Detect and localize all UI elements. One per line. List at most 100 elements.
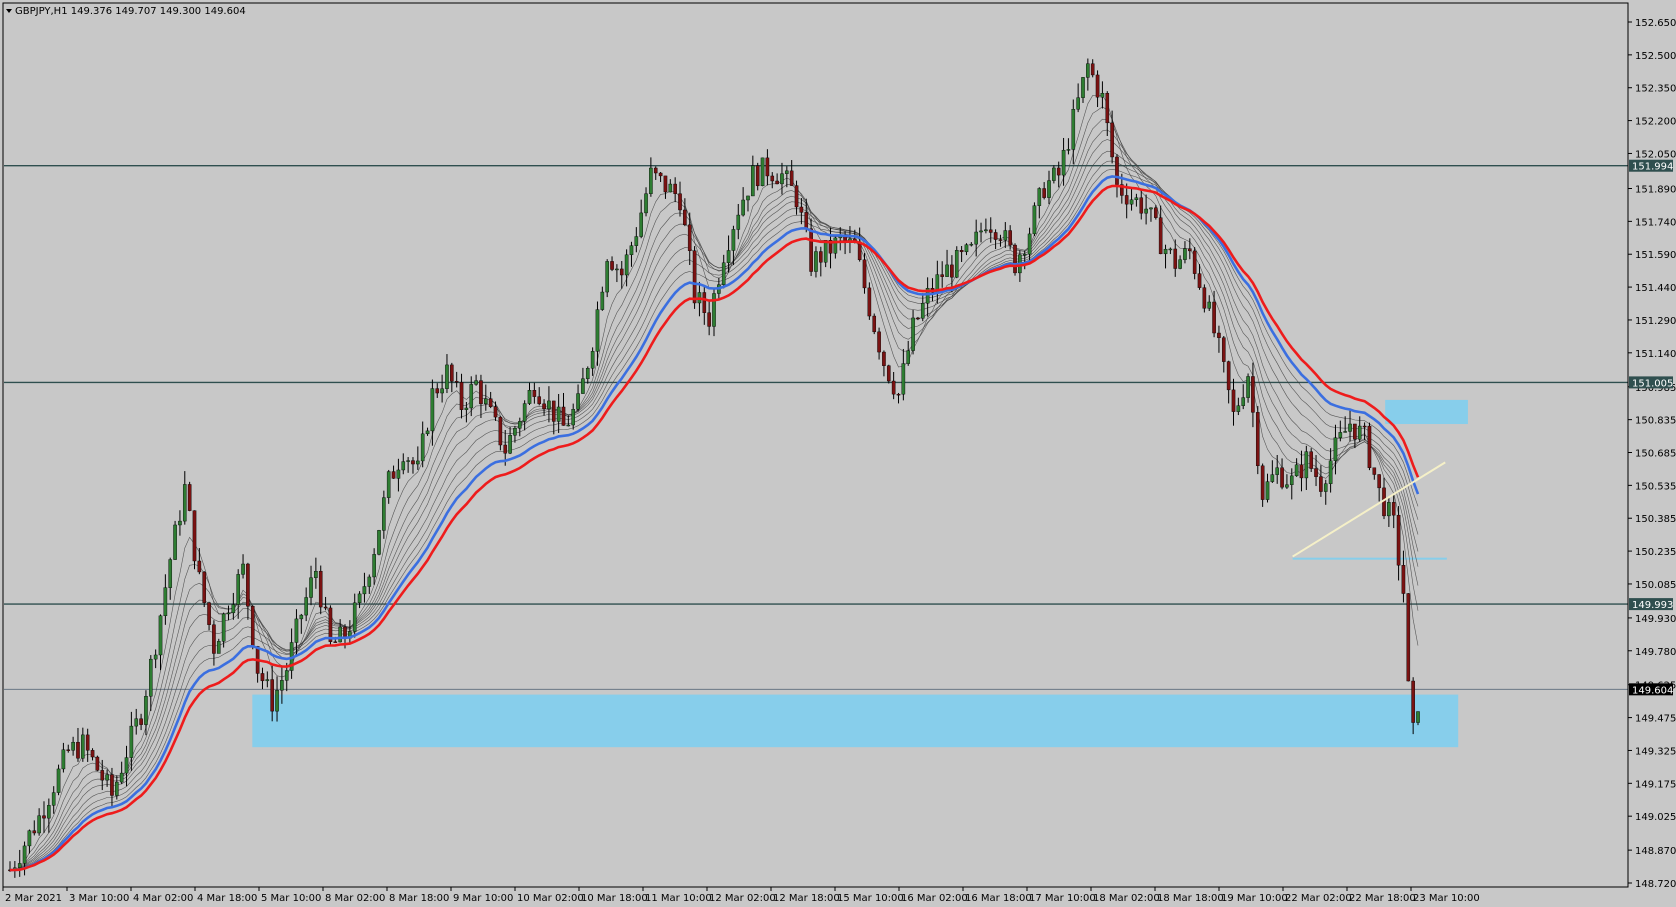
candle (959, 245, 964, 263)
time-axis[interactable]: 2 Mar 2021 3 Mar 10:00 4 Mar 02:00 4 Mar 18… (2, 886, 1628, 904)
candle (1255, 405, 1260, 475)
candle (513, 425, 517, 443)
candle (1047, 170, 1051, 205)
candle (32, 820, 37, 836)
candle (250, 605, 255, 650)
candle-body (906, 350, 911, 364)
candle-body (42, 815, 46, 819)
zone-2 (1292, 557, 1447, 560)
candle-body (22, 845, 27, 864)
candle (1411, 677, 1415, 735)
candle (294, 609, 299, 656)
time-tick-label: 4 Mar 02:00 (133, 893, 193, 904)
candle-body (712, 293, 716, 327)
candle (789, 160, 794, 186)
candle-body (1270, 474, 1275, 482)
candle (416, 446, 420, 470)
candle-body (61, 749, 66, 770)
candle-body (1173, 248, 1178, 269)
candle (1095, 70, 1100, 108)
candle (1056, 161, 1061, 188)
candle-body (260, 673, 265, 682)
candle (1391, 494, 1396, 529)
trendline-group[interactable] (1292, 461, 1446, 558)
candle-body (629, 245, 634, 256)
candle-body (280, 680, 284, 691)
candle-body (1343, 431, 1347, 433)
candle-body (1241, 397, 1246, 406)
candle (547, 386, 551, 423)
time-tick-label: 12 Mar 18:00 (773, 893, 840, 904)
candle-body (367, 576, 372, 587)
candle (925, 277, 930, 317)
candle (610, 256, 614, 272)
candle-body (1348, 423, 1352, 432)
triangle-down-icon[interactable] (6, 9, 12, 13)
candle-body (585, 368, 590, 379)
candle (1367, 422, 1372, 471)
candle-body (1027, 233, 1032, 255)
candle-body (401, 461, 406, 471)
candle-body (1236, 405, 1241, 412)
candle (615, 264, 619, 283)
candle (595, 301, 600, 366)
candle-body (498, 416, 503, 446)
candle (479, 374, 483, 419)
candle-body (124, 757, 129, 774)
candle (221, 612, 226, 648)
time-tick-label: 3 Mar 10:00 (69, 893, 129, 904)
candle-body (1217, 332, 1221, 338)
candle (993, 229, 998, 250)
candle-body (901, 363, 906, 395)
candle-body (823, 240, 828, 263)
candle-body (173, 524, 177, 560)
candle-body (649, 167, 653, 194)
candle (556, 393, 561, 433)
candle-body (1183, 248, 1187, 260)
candle (945, 249, 949, 277)
candle-body (1396, 514, 1401, 566)
candle (916, 316, 920, 321)
candle-body (333, 641, 338, 643)
candle-body (634, 236, 639, 246)
candle (1221, 335, 1226, 373)
price-tags: 151.994 151.005 149.993 149.604 (1629, 159, 1673, 696)
candle-body (1124, 195, 1129, 205)
candle (178, 510, 182, 536)
candle-body (425, 430, 430, 435)
candle-body (760, 157, 765, 187)
candle (153, 649, 158, 669)
candle-body (1076, 97, 1080, 110)
price-tag-label: 149.993 (1632, 600, 1673, 611)
symbol-info-header: GBPJPY,H1 149.376 149.707 149.300 149.60… (6, 6, 246, 17)
candle (765, 149, 770, 186)
candle-body (1139, 197, 1144, 214)
candlesticks (8, 58, 1420, 878)
candle (377, 529, 381, 556)
candle-body (1032, 205, 1037, 235)
candle (901, 348, 906, 401)
candle (964, 243, 969, 256)
candle (1396, 506, 1401, 581)
candle (585, 366, 590, 384)
candle-body (658, 172, 663, 177)
candle-body (1226, 361, 1231, 391)
price-tag-box (1629, 683, 1673, 696)
candle (1081, 77, 1085, 103)
candle (37, 808, 41, 836)
price-tag-label: 149.604 (1632, 685, 1673, 696)
candle-body (576, 393, 580, 410)
price-tick-label: 151.140 (1635, 349, 1676, 360)
zone-1 (1385, 399, 1468, 425)
candle (445, 354, 449, 394)
candle (867, 282, 872, 320)
price-axis[interactable]: 152.650 152.500 152.350 152.200 152.050 151.8… (1627, 3, 1676, 890)
candle-body (382, 497, 386, 531)
candle (663, 175, 668, 199)
candle (819, 246, 823, 277)
candle (95, 755, 100, 772)
ema-red-line (9, 184, 1420, 872)
price-tick-label: 150.685 (1635, 449, 1676, 460)
candle (17, 849, 22, 877)
